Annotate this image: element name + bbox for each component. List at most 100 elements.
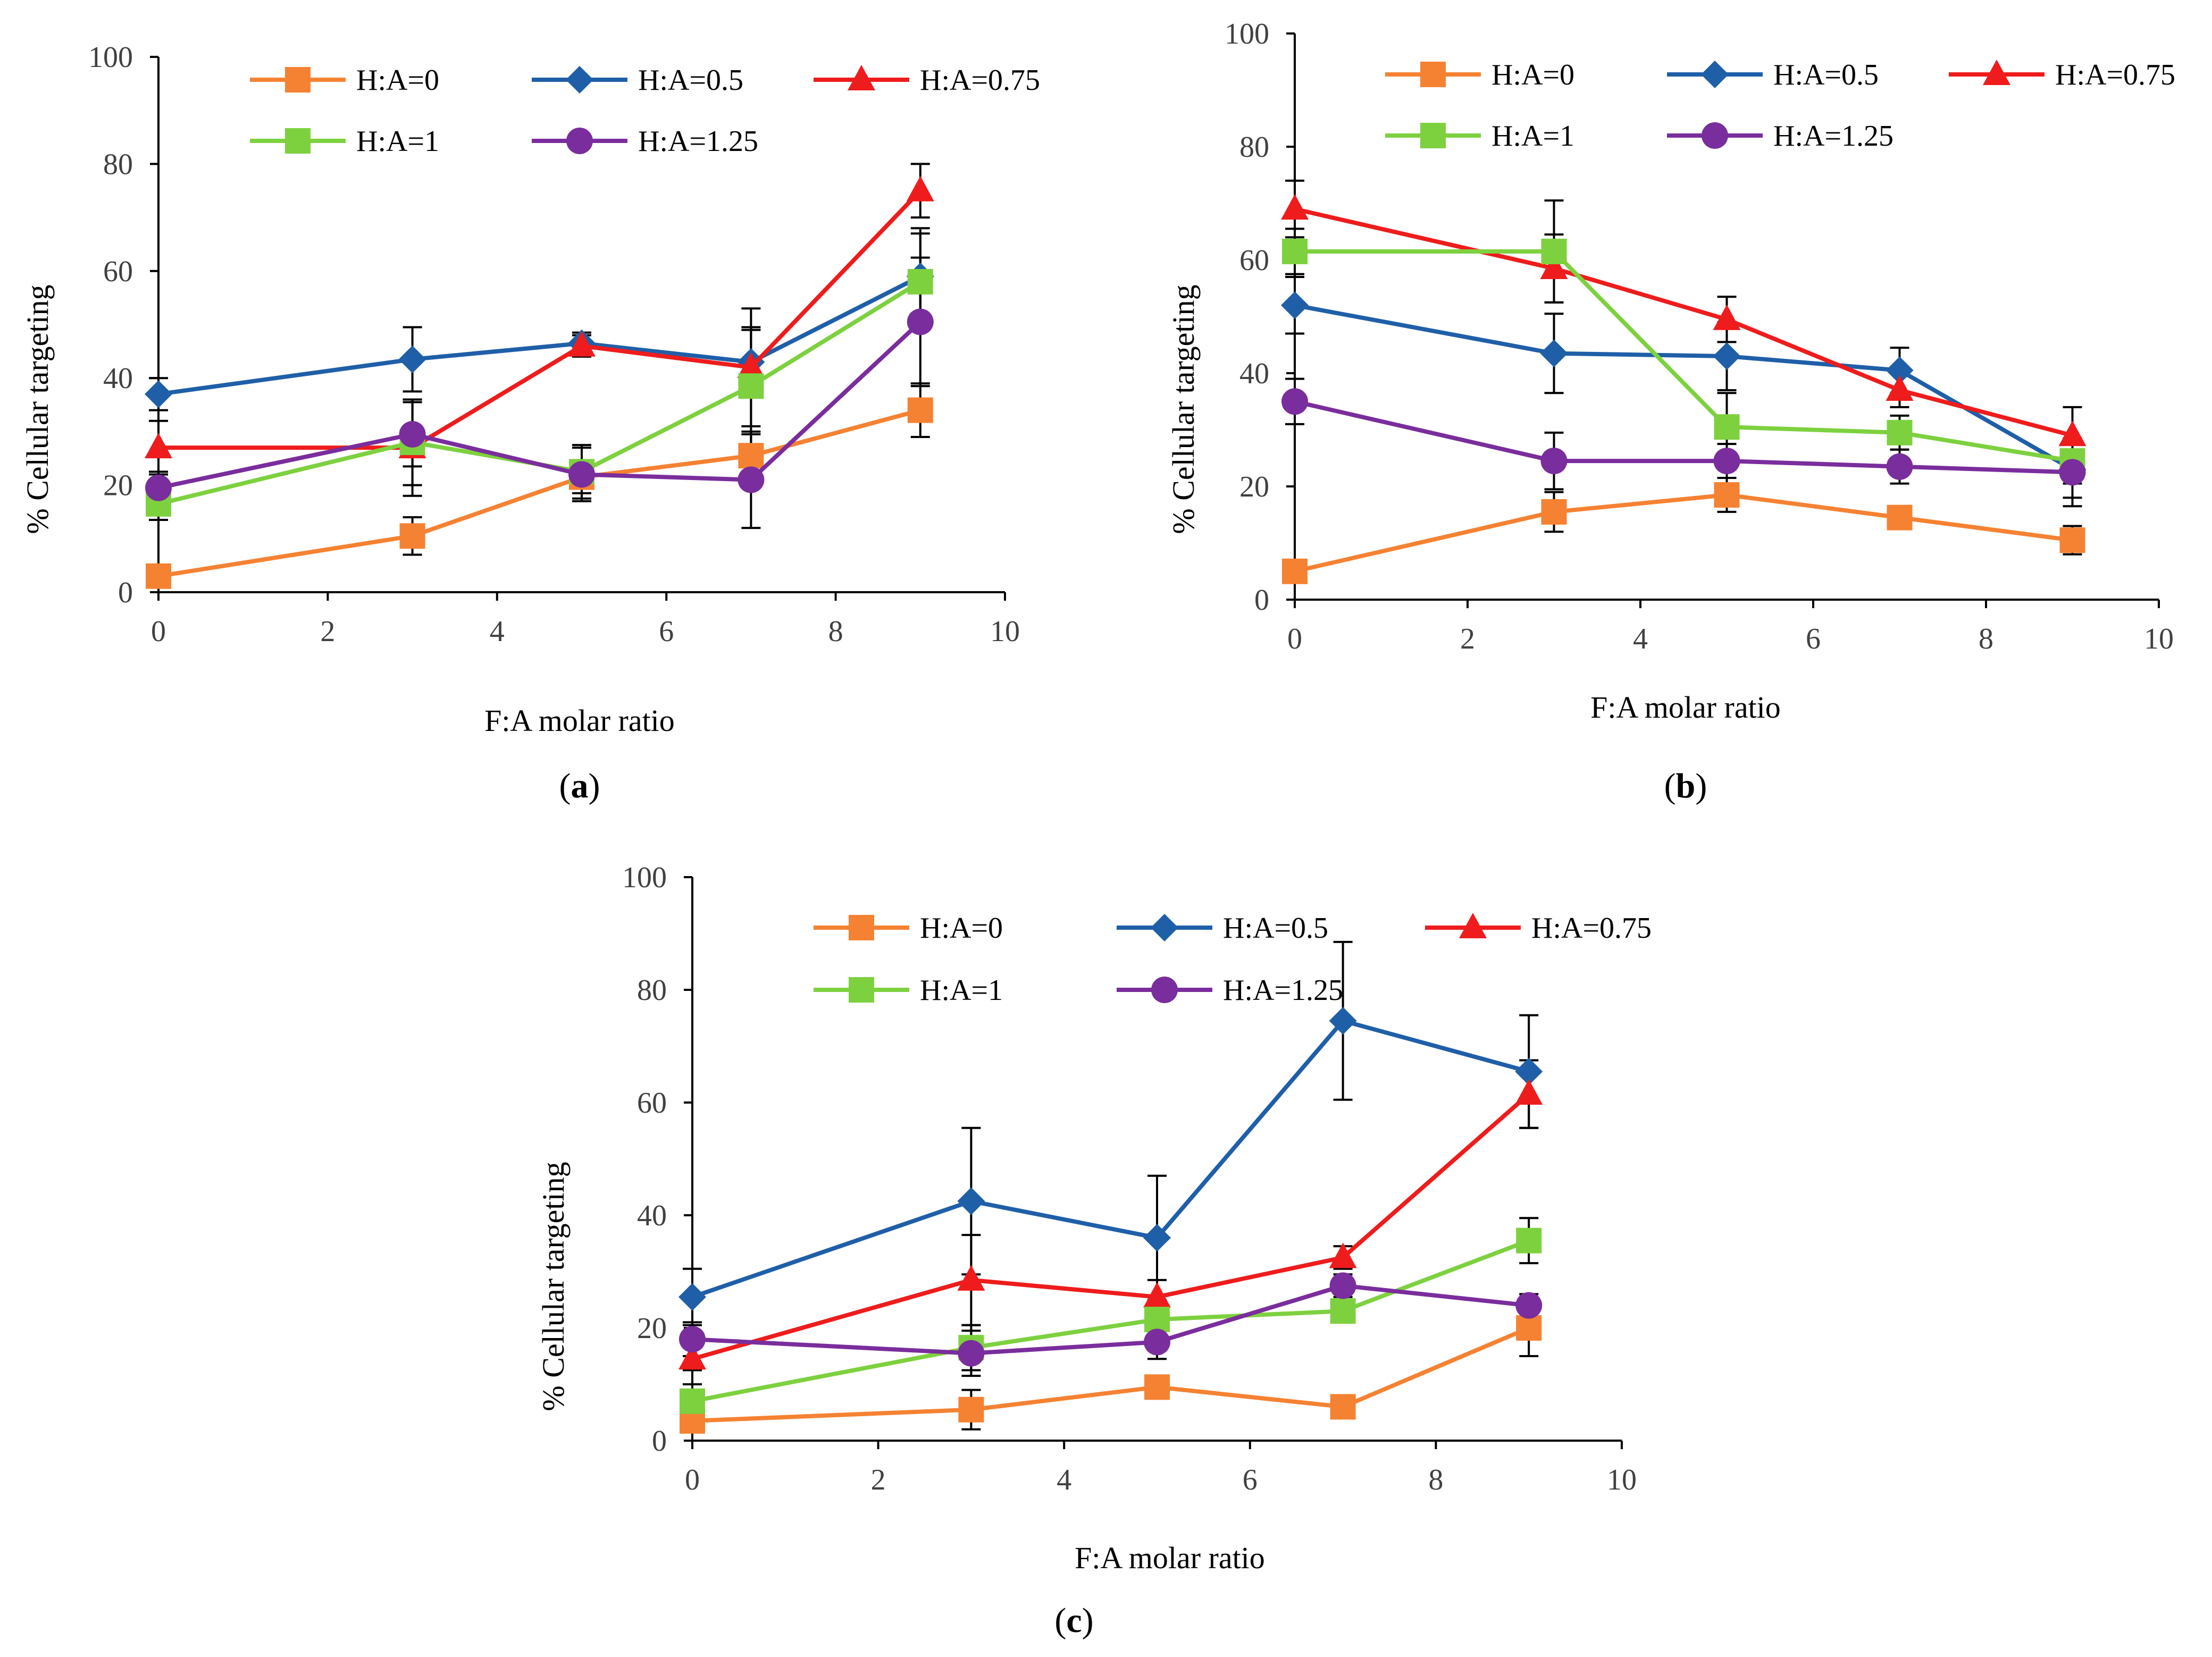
legend-marker xyxy=(1151,914,1178,941)
x-tick-label: 8 xyxy=(1428,1463,1443,1496)
data-point xyxy=(906,175,934,201)
y-tick-label: 20 xyxy=(637,1312,667,1345)
data-point xyxy=(1515,1079,1543,1105)
x-tick-label: 0 xyxy=(685,1463,700,1496)
legend-label: H:A=0 xyxy=(1492,58,1574,91)
data-point xyxy=(1515,1292,1543,1319)
legend-label: H:A=0.5 xyxy=(1223,912,1328,945)
data-point xyxy=(1713,304,1741,330)
legend-label: H:A=0.75 xyxy=(920,64,1040,97)
legend-label: H:A=1 xyxy=(356,125,439,158)
series-line xyxy=(158,274,921,397)
y-tick-label: 100 xyxy=(622,861,667,894)
y-tick-label: 40 xyxy=(1239,357,1269,390)
legend-marker xyxy=(1701,61,1729,88)
data-point xyxy=(680,1388,705,1414)
legend-item: H:A=1 xyxy=(250,125,439,158)
chart-panel-c: 0 20 40 60 80 100 0 2 4 6 8 10 F:A molar ratio % Cell… xyxy=(536,861,1652,1640)
y-tick-label: 100 xyxy=(88,41,133,74)
legend-item: H:A=0.75 xyxy=(814,64,1040,97)
x-tick-label: 4 xyxy=(490,615,505,648)
y-axis-title: % Cellular targeting xyxy=(20,284,55,534)
x-axis-title: F:A molar ratio xyxy=(1075,1541,1265,1575)
y-tick-label: 80 xyxy=(1239,131,1269,164)
series-line xyxy=(158,408,921,578)
x-tick-label: 4 xyxy=(1633,623,1648,655)
x-tick-label: 2 xyxy=(320,615,335,648)
data-point xyxy=(1515,1057,1543,1086)
data-point xyxy=(958,1397,984,1423)
y-tick-label: 60 xyxy=(103,255,133,288)
legend-marker xyxy=(849,977,874,1003)
y-tick-label: 40 xyxy=(103,362,133,395)
data-point xyxy=(957,1187,985,1215)
series-line xyxy=(1294,399,2073,475)
data-point xyxy=(2059,527,2085,553)
x-tick-label: 10 xyxy=(1607,1463,1637,1496)
data-point xyxy=(1282,558,1308,584)
data-point xyxy=(1886,375,1914,401)
legend-label: H:A=1.25 xyxy=(638,125,758,158)
data-point xyxy=(1330,1394,1356,1420)
legend-item: H:A=0.75 xyxy=(1425,912,1652,945)
x-tick-label: 8 xyxy=(1979,623,1993,655)
data-point xyxy=(1281,388,1308,415)
data-point xyxy=(1541,499,1567,525)
chart-panel-b: 0 20 40 60 80 100 0 2 4 6 8 10 F:A molar ratio % Cell… xyxy=(1166,18,2175,805)
legend-label: H:A=0 xyxy=(920,912,1003,945)
series-line xyxy=(158,280,921,506)
panel-label: (c) xyxy=(1054,1601,1093,1640)
legend-item: H:A=1 xyxy=(814,974,1003,1007)
legend-marker xyxy=(285,67,311,92)
data-point xyxy=(1516,1227,1542,1254)
legend-marker xyxy=(1459,913,1487,938)
data-point xyxy=(907,397,933,423)
series-line xyxy=(691,1019,1530,1299)
data-point xyxy=(1887,419,1913,445)
data-point xyxy=(1143,1224,1171,1252)
series-line xyxy=(692,1238,1530,1403)
data-point xyxy=(1144,1307,1170,1333)
legend-label: H:A=1.25 xyxy=(1773,120,1893,153)
legend-item: H:A=1 xyxy=(1385,120,1574,153)
data-point xyxy=(1886,356,1914,384)
data-point xyxy=(1713,342,1741,371)
data-point xyxy=(145,433,172,459)
x-tick-label: 10 xyxy=(990,615,1020,648)
data-point xyxy=(1714,482,1740,508)
data-point xyxy=(1540,339,1568,367)
panel-label-paren: ( xyxy=(1664,767,1676,805)
chart-panel-a: 0 20 40 60 80 100 0 2 4 6 8 10 F:A molar ratio % Cell… xyxy=(20,41,1040,805)
x-tick-label: 6 xyxy=(659,615,674,648)
data-point xyxy=(1144,1374,1170,1400)
series-line xyxy=(692,1283,1529,1356)
data-point xyxy=(568,331,596,357)
data-point xyxy=(907,268,933,295)
data-point xyxy=(1714,414,1740,440)
data-point xyxy=(1713,448,1740,475)
y-tick-label: 60 xyxy=(637,1087,667,1120)
y-tick-label: 80 xyxy=(637,974,667,1007)
legend-label: H:A=0.5 xyxy=(638,64,743,97)
legend-marker xyxy=(285,128,311,154)
legend-marker xyxy=(1151,977,1178,1003)
data-point xyxy=(1887,504,1913,531)
legend-marker xyxy=(566,66,593,94)
panel-label: (a) xyxy=(559,767,600,805)
panel-label-paren: ) xyxy=(1695,767,1707,805)
legend-item: H:A=0 xyxy=(250,64,439,97)
legend-marker xyxy=(1420,62,1446,87)
legend-item: H:A=0.5 xyxy=(1667,58,1879,91)
data-point xyxy=(568,461,595,488)
legend-label: H:A=0.75 xyxy=(2055,58,2175,91)
panel-label: (b) xyxy=(1664,767,1707,805)
legend-label: H:A=1 xyxy=(1492,120,1574,153)
data-point xyxy=(1329,1007,1357,1035)
legend-item: H:A=0.5 xyxy=(1117,912,1328,945)
data-point xyxy=(738,466,765,493)
data-point xyxy=(1329,1272,1356,1299)
y-tick-label: 20 xyxy=(103,469,133,502)
data-point xyxy=(907,308,934,335)
data-point xyxy=(678,1344,706,1370)
legend-item: H:A=1.25 xyxy=(1117,974,1343,1007)
